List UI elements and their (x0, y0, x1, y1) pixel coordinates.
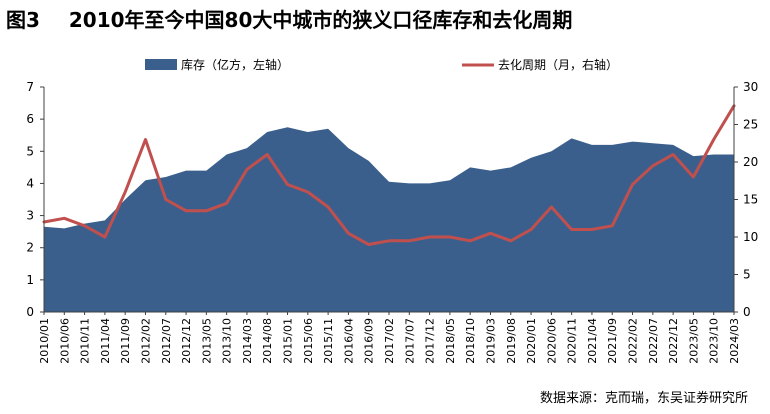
left-tick-label: 2 (26, 241, 34, 255)
left-tick-label: 0 (26, 305, 34, 319)
x-tick-label: 2017/12 (424, 318, 437, 364)
x-tick-label: 2017/07 (403, 318, 416, 364)
x-tick-label: 2021/04 (586, 318, 599, 364)
right-tick-label: 10 (743, 230, 758, 244)
x-tick-label: 2020/11 (566, 318, 579, 364)
right-tick-label: 30 (743, 80, 758, 94)
x-tick-label: 2022/12 (667, 318, 680, 364)
x-tick-label: 2011/09 (119, 318, 132, 364)
x-tick-label: 2011/04 (99, 318, 112, 364)
x-tick-label: 2019/03 (484, 318, 497, 364)
source-note: 数据来源：克而瑞，东吴证券研究所 (540, 387, 748, 406)
left-tick-label: 7 (26, 80, 34, 94)
x-tick-label: 2012/12 (180, 318, 193, 364)
x-tick-label: 2021/09 (606, 318, 619, 364)
x-tick-label: 2010/11 (79, 318, 92, 364)
left-tick-label: 5 (26, 144, 34, 158)
x-tick-label: 2018/05 (444, 318, 457, 364)
right-tick-label: 20 (743, 155, 758, 169)
legend-inventory-swatch (145, 59, 177, 70)
x-tick-label: 2018/10 (464, 318, 477, 364)
x-tick-label: 2016/09 (363, 318, 376, 364)
left-tick-label: 1 (26, 273, 34, 287)
right-tick-label: 25 (743, 118, 758, 132)
x-tick-label: 2010/06 (58, 318, 71, 364)
x-tick-label: 2010/01 (38, 318, 51, 364)
x-tick-label: 2015/11 (322, 318, 335, 364)
x-tick-label: 2019/08 (505, 318, 518, 364)
x-tick-label: 2023/05 (687, 318, 700, 364)
x-tick-label: 2012/02 (139, 318, 152, 364)
legend-cycle-label: 去化周期（月，右轴） (498, 57, 618, 72)
x-tick-label: 2015/06 (302, 318, 315, 364)
right-tick-label: 5 (743, 268, 751, 282)
left-tick-label: 3 (26, 209, 34, 223)
x-tick-label: 2012/07 (160, 318, 173, 364)
x-tick-label: 2017/02 (383, 318, 396, 364)
x-tick-label: 2013/05 (200, 318, 213, 364)
x-tick-label: 2013/10 (221, 318, 234, 364)
inventory-area (44, 127, 734, 312)
x-tick-label: 2014/03 (241, 318, 254, 364)
x-tick-label: 2015/01 (282, 318, 295, 364)
x-tick-label: 2014/08 (261, 318, 274, 364)
x-tick-label: 2022/07 (647, 318, 660, 364)
right-tick-label: 15 (743, 193, 758, 207)
x-tick-label: 2024/03 (728, 318, 741, 364)
x-tick-label: 2023/10 (708, 318, 721, 364)
x-tick-label: 2022/02 (627, 318, 640, 364)
x-tick-label: 2016/04 (342, 318, 355, 364)
left-tick-label: 6 (26, 112, 34, 126)
legend-inventory-label: 库存（亿方，左轴） (181, 57, 289, 72)
x-tick-label: 2020/01 (525, 318, 538, 364)
left-tick-label: 4 (26, 176, 34, 190)
x-tick-label: 2020/06 (545, 318, 558, 364)
right-tick-label: 0 (743, 305, 751, 319)
